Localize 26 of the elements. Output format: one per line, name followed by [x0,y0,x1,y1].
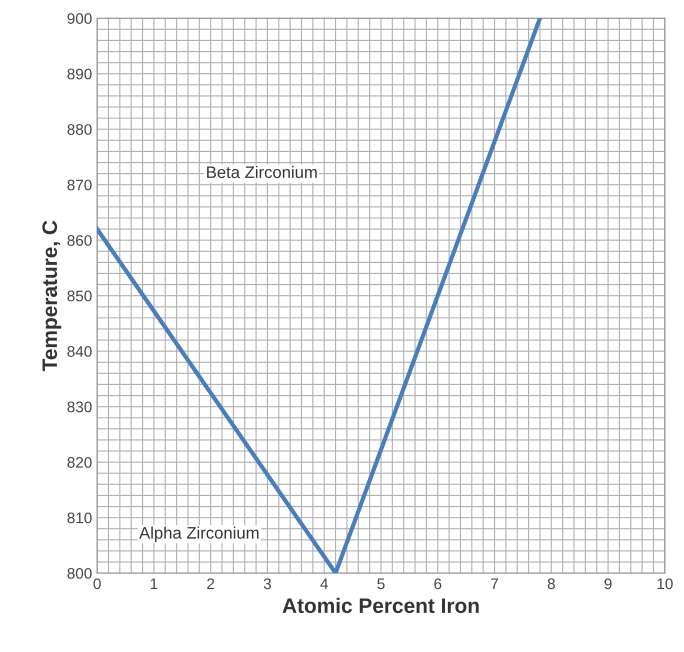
annotation: Beta Zirconium [207,166,317,178]
x-tick-label: 4 [320,578,328,590]
x-tick-label: 5 [377,578,385,590]
x-tick-label: 2 [207,578,214,590]
annotation: Alpha Zirconium [139,526,258,542]
y-tick-label: 850 [67,290,92,302]
x-tick-label: 6 [434,578,442,590]
x-tick-label: 0 [93,578,101,590]
y-tick-label: 860 [67,235,92,246]
y-axis-title: Temperature, C [42,220,62,372]
x-axis-title: Atomic Percent Iron [282,598,479,614]
y-tick-label: 840 [67,346,92,357]
y-tick-label: 900 [67,13,92,24]
y-tick-label: 870 [67,180,92,190]
y-tick-label: 830 [67,402,92,412]
y-tick-label: 890 [67,68,92,80]
x-tick-label: 7 [491,578,498,590]
y-tick-label: 820 [67,457,92,468]
x-tick-label: 1 [150,578,158,590]
x-tick-label: 3 [264,578,272,590]
x-tick-label: 9 [604,578,612,590]
y-tick-label: 800 [67,568,92,579]
y-tick-label: 880 [67,124,92,135]
x-tick-label: 8 [548,578,555,590]
x-tick-label: 10 [658,578,673,590]
y-tick-label: 810 [67,512,92,524]
